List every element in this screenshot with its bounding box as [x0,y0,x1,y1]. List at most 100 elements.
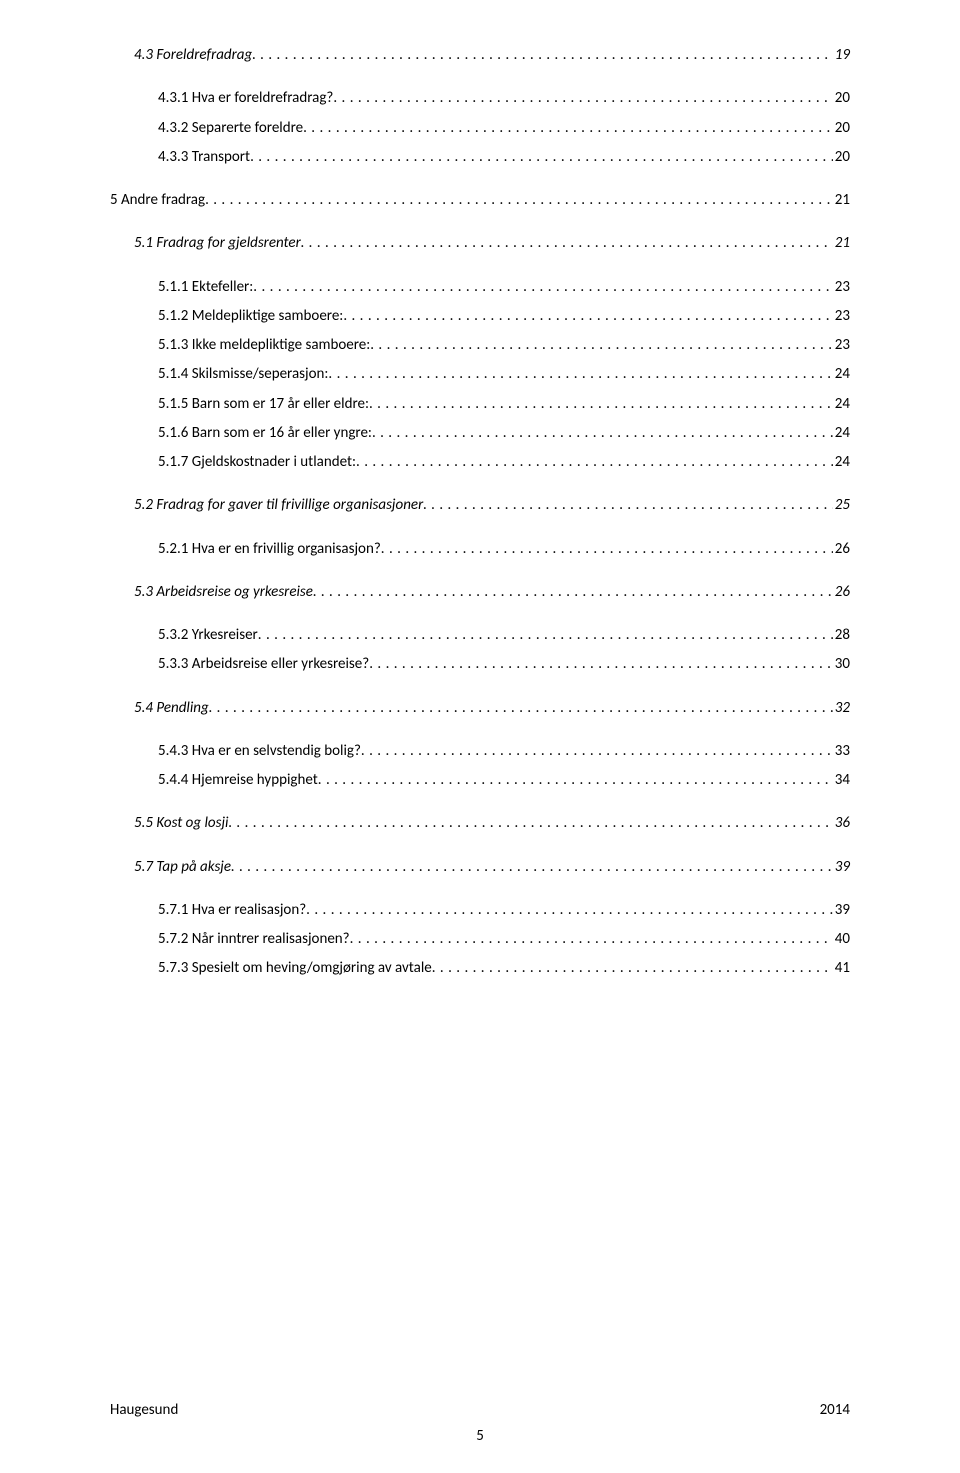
toc-entry[interactable]: 5.2 Fradrag for gaver til frivillige org… [110,494,850,517]
toc-entry[interactable]: 5.1.1 Ektefeller: 23 [110,276,850,299]
toc-entry[interactable]: 5.1.5 Barn som er 17 år eller eldre:24 [110,393,850,416]
toc-entry-page: 33 [833,740,850,763]
toc-entry-label: 5.1.7 Gjeldskostnader i utlandet: [158,451,356,474]
toc-entry-label: 5 Andre fradrag [110,189,205,212]
toc-leader-dots [301,232,833,255]
toc-group-gap [110,798,850,812]
toc-entry-page: 23 [833,276,850,299]
toc-entry[interactable]: 5.7.1 Hva er realisasjon? 39 [110,899,850,922]
toc-leader-dots [369,393,833,416]
toc-leader-dots [350,928,833,951]
toc-leader-dots [228,812,832,835]
toc-entry-label: 5.5 Kost og losji [134,812,228,835]
toc-entry-label: 5.1 Fradrag for gjeldsrenter [134,232,301,255]
toc-entry-page: 40 [833,928,850,951]
toc-entry-page: 39 [833,899,850,922]
toc-entry-label: 5.2.1 Hva er en frivillig organisasjon? [158,538,381,561]
toc-leader-dots [369,653,833,676]
toc-leader-dots [372,422,833,445]
toc-entry-label: 5.1.3 Ikke meldepliktige samboere: [158,334,370,357]
toc-entry[interactable]: 5.4 Pendling32 [110,697,850,720]
toc-leader-dots [250,146,833,169]
toc-leader-dots [258,624,833,647]
table-of-contents: 4.3 Foreldrefradrag19 4.3.1 Hva er foreld… [110,44,850,981]
toc-entry-page: 26 [833,581,850,604]
toc-entry-label: 5.4 Pendling [134,697,209,720]
toc-group-gap [110,683,850,697]
toc-leader-dots [253,276,832,299]
toc-leader-dots [303,117,833,140]
toc-group-gap [110,175,850,189]
toc-entry-label: 5.7.2 Når inntrer realisasjonen? [158,928,350,951]
toc-entry-label: 5.7.1 Hva er realisasjon? [158,899,306,922]
toc-entry-page: 23 [833,305,850,328]
toc-entry-page: 24 [833,422,850,445]
toc-entry[interactable]: 5.7.2 Når inntrer realisasjonen? 40 [110,928,850,951]
toc-entry[interactable]: 5.3.3 Arbeidsreise eller yrkesreise? 30 [110,653,850,676]
toc-entry-label: 5.1.4 Skilsmisse/seperasjon: [158,363,328,386]
toc-entry-label: 5.1.6 Barn som er 16 år eller yngre: [158,422,372,445]
toc-entry-label: 5.7.3 Spesielt om heving/omgjøring av av… [158,957,432,980]
toc-leader-dots [306,899,833,922]
toc-leader-dots [432,957,833,980]
footer-right: 2014 [820,1401,850,1419]
toc-entry-page: 25 [833,494,850,517]
toc-entry[interactable]: 5.3 Arbeidsreise og yrkesreise 26 [110,581,850,604]
toc-leader-dots [205,189,833,212]
page-footer: Haugesund 2014 [110,1401,850,1419]
toc-entry[interactable]: 5.1.7 Gjeldskostnader i utlandet: 24 [110,451,850,474]
toc-entry-label: 5.1.2 Meldepliktige samboere: [158,305,343,328]
toc-entry[interactable]: 4.3.2 Separerte foreldre20 [110,117,850,140]
toc-entry-page: 28 [833,624,850,647]
toc-leader-dots [318,769,833,792]
toc-group-gap [110,73,850,87]
toc-entry[interactable]: 5.7.3 Spesielt om heving/omgjøring av av… [110,957,850,980]
toc-leader-dots [313,581,833,604]
toc-entry-label: 5.2 Fradrag for gaver til frivillige org… [134,494,423,517]
toc-entry[interactable]: 5.1.6 Barn som er 16 år eller yngre: 24 [110,422,850,445]
toc-leader-dots [370,334,833,357]
toc-entry[interactable]: 5.1 Fradrag for gjeldsrenter21 [110,232,850,255]
toc-entry-page: 23 [833,334,850,357]
toc-leader-dots [252,44,833,67]
toc-entry[interactable]: 5.4.4 Hjemreise hyppighet34 [110,769,850,792]
page-number: 5 [0,1427,960,1445]
toc-entry[interactable]: 4.3.3 Transport20 [110,146,850,169]
toc-entry-label: 4.3 Foreldrefradrag [134,44,252,67]
toc-entry-page: 24 [833,451,850,474]
toc-entry[interactable]: 5.2.1 Hva er en frivillig organisasjon? 2… [110,538,850,561]
toc-group-gap [110,610,850,624]
toc-leader-dots [343,305,832,328]
toc-entry-page: 26 [833,538,850,561]
toc-leader-dots [231,856,833,879]
toc-entry[interactable]: 4.3.1 Hva er foreldrefradrag?20 [110,87,850,110]
toc-entry-label: 5.3.3 Arbeidsreise eller yrkesreise? [158,653,369,676]
toc-entry[interactable]: 5.7 Tap på aksje39 [110,856,850,879]
toc-entry-label: 5.1.5 Barn som er 17 år eller eldre: [158,393,369,416]
toc-group-gap [110,885,850,899]
toc-entry[interactable]: 5.1.3 Ikke meldepliktige samboere: 23 [110,334,850,357]
toc-entry[interactable]: 5.1.4 Skilsmisse/seperasjon: 24 [110,363,850,386]
toc-entry-label: 5.1.1 Ektefeller: [158,276,253,299]
toc-entry-page: 30 [833,653,850,676]
toc-entry-page: 41 [833,957,850,980]
toc-group-gap [110,524,850,538]
toc-entry[interactable]: 5.5 Kost og losji36 [110,812,850,835]
toc-entry[interactable]: 5 Andre fradrag21 [110,189,850,212]
toc-entry-page: 24 [833,363,850,386]
toc-leader-dots [381,538,833,561]
toc-entry-label: 4.3.2 Separerte foreldre [158,117,303,140]
toc-entry[interactable]: 5.3.2 Yrkesreiser28 [110,624,850,647]
toc-entry-label: 5.4.4 Hjemreise hyppighet [158,769,318,792]
toc-entry-label: 4.3.1 Hva er foreldrefradrag? [158,87,333,110]
toc-group-gap [110,262,850,276]
toc-entry[interactable]: 4.3 Foreldrefradrag19 [110,44,850,67]
toc-entry[interactable]: 5.1.2 Meldepliktige samboere: 23 [110,305,850,328]
toc-leader-dots [328,363,832,386]
toc-group-gap [110,480,850,494]
toc-leader-dots [356,451,833,474]
toc-leader-dots [361,740,833,763]
toc-entry-label: 5.3 Arbeidsreise og yrkesreise [134,581,313,604]
document-page: 4.3 Foreldrefradrag19 4.3.1 Hva er foreld… [0,0,960,1473]
toc-entry[interactable]: 5.4.3 Hva er en selvstendig bolig?33 [110,740,850,763]
